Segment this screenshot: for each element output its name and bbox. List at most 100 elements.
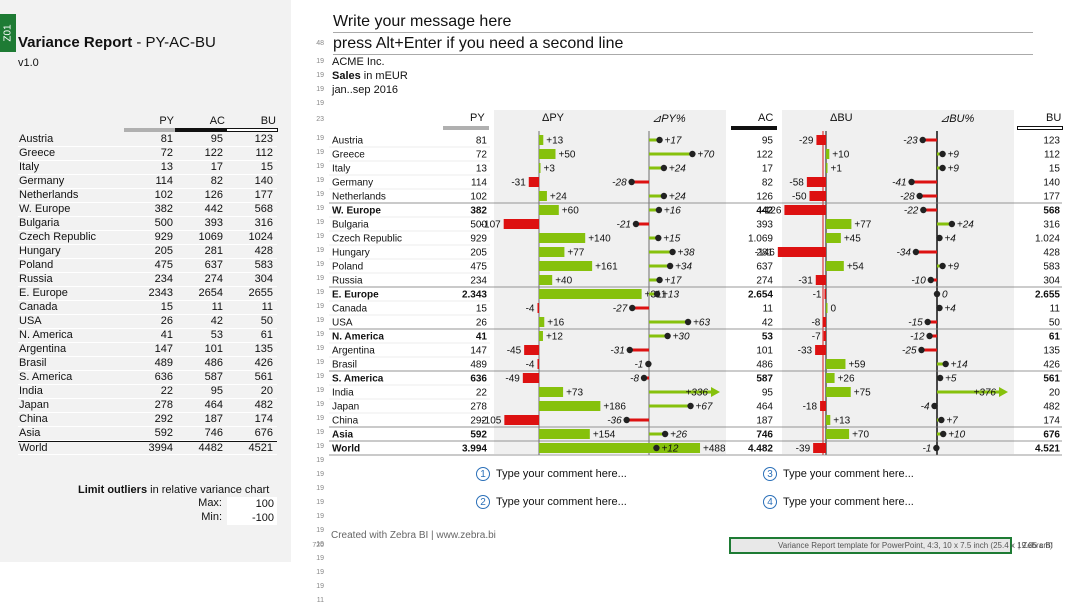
sheet-cell-name[interactable]: World [19, 442, 48, 454]
sheet-cell-value[interactable]: 126 [204, 189, 223, 201]
sheet-cell-value[interactable]: 140 [254, 175, 273, 187]
sheet-cell-name[interactable]: N. America [19, 329, 73, 341]
sheet-cell-name[interactable]: USA [19, 315, 42, 327]
sheet-cell-name[interactable]: Asia [19, 427, 41, 439]
sheet-cell-name[interactable]: Argentina [19, 343, 67, 355]
sheet-cell-value[interactable]: 3994 [148, 442, 173, 454]
sheet-cell-value[interactable]: 393 [204, 217, 223, 229]
sheet-cell-name[interactable]: Bulgaria [19, 217, 60, 229]
sheet-cell-value[interactable]: 15 [160, 301, 173, 313]
sheet-cell-value[interactable]: 2654 [198, 287, 223, 299]
sheet-cell-value[interactable]: 426 [254, 357, 273, 369]
sheet-cell-value[interactable]: 475 [154, 259, 173, 271]
comment-1[interactable]: 1 Type your comment here... [476, 467, 627, 481]
min-input[interactable]: -100 [227, 511, 277, 525]
sheet-cell-name[interactable]: Russia [19, 273, 53, 285]
sheet-cell-name[interactable]: Poland [19, 259, 54, 271]
sheet-cell-value[interactable]: 464 [204, 399, 223, 411]
sheet-cell-name[interactable]: Austria [19, 133, 54, 145]
sheet-cell-value[interactable]: 929 [154, 231, 173, 243]
sheet-cell-name[interactable]: Brasil [19, 357, 47, 369]
sheet-cell-value[interactable]: 20 [260, 385, 273, 397]
sheet-cell-value[interactable]: 568 [254, 203, 273, 215]
max-input[interactable]: 100 [227, 497, 277, 511]
sheet-cell-value[interactable]: 112 [255, 147, 273, 159]
sheet-cell-value[interactable]: 147 [154, 343, 173, 355]
sheet-cell-value[interactable]: 72 [160, 147, 173, 159]
sheet-cell-value[interactable]: 292 [154, 413, 173, 425]
sheet-cell-value[interactable]: 61 [260, 329, 273, 341]
sheet-cell-value[interactable]: 442 [204, 203, 223, 215]
sheet-cell-value[interactable]: 13 [160, 161, 173, 173]
sheet-cell-value[interactable]: 382 [154, 203, 173, 215]
sheet-cell-name[interactable]: Hungary [19, 245, 61, 257]
sheet-cell-value[interactable]: 636 [154, 371, 173, 383]
sheet-cell-name[interactable]: Canada [19, 301, 58, 313]
sheet-cell-value[interactable]: 114 [155, 175, 173, 187]
sheet-cell-value[interactable]: 274 [204, 273, 223, 285]
sheet-cell-value[interactable]: 95 [210, 385, 223, 397]
sheet-cell-value[interactable]: 82 [210, 175, 223, 187]
sheet-cell-value[interactable]: 4482 [198, 442, 223, 454]
sheet-cell-value[interactable]: 102 [154, 189, 173, 201]
sheet-cell-name[interactable]: China [19, 413, 48, 425]
sheet-cell-value[interactable]: 17 [210, 161, 223, 173]
comment-4[interactable]: 4 Type your comment here... [763, 495, 914, 509]
sheet-cell-value[interactable]: 101 [204, 343, 223, 355]
sheet-cell-value[interactable]: 15 [260, 161, 273, 173]
sheet-cell-value[interactable]: 561 [254, 371, 273, 383]
sheet-cell-value[interactable]: 11 [211, 301, 223, 313]
sheet-tab[interactable]: Z01 [0, 14, 16, 52]
sheet-cell-value[interactable]: 489 [154, 357, 173, 369]
sheet-cell-value[interactable]: 174 [254, 413, 273, 425]
sheet-cell-name[interactable]: Greece [19, 147, 56, 159]
sheet-cell-value[interactable]: 42 [210, 315, 223, 327]
sheet-cell-value[interactable]: 234 [154, 273, 173, 285]
sheet-cell-value[interactable]: 281 [204, 245, 223, 257]
comment-2[interactable]: 2 Type your comment here... [476, 495, 627, 509]
sheet-cell-value[interactable]: 41 [160, 329, 173, 341]
sheet-cell-name[interactable]: India [19, 385, 43, 397]
sheet-cell-name[interactable]: Japan [19, 399, 49, 411]
sheet-cell-value[interactable]: 22 [160, 385, 173, 397]
sheet-cell-value[interactable]: 500 [154, 217, 173, 229]
sheet-cell-value[interactable]: 122 [204, 147, 223, 159]
sheet-cell-value[interactable]: 11 [261, 301, 273, 313]
sheet-cell-value[interactable]: 95 [210, 133, 223, 145]
sheet-cell-value[interactable]: 278 [154, 399, 173, 411]
sheet-cell-value[interactable]: 486 [204, 357, 223, 369]
sheet-cell-value[interactable]: 205 [154, 245, 173, 257]
sheet-cell-name[interactable]: Italy [19, 161, 40, 173]
sheet-cell-value[interactable]: 135 [254, 343, 273, 355]
sheet-cell-value[interactable]: 1069 [198, 231, 223, 243]
sheet-cell-value[interactable]: 746 [204, 427, 223, 439]
sheet-cell-value[interactable]: 2343 [148, 287, 173, 299]
sheet-cell-value[interactable]: 26 [160, 315, 173, 327]
sheet-cell-value[interactable]: 123 [254, 133, 273, 145]
sheet-cell-name[interactable]: E. Europe [19, 287, 68, 299]
sheet-cell-name[interactable]: S. America [19, 371, 73, 383]
sheet-cell-value[interactable]: 2655 [248, 287, 273, 299]
sheet-cell-value[interactable]: 637 [204, 259, 223, 271]
sheet-cell-value[interactable]: 482 [254, 399, 273, 411]
sheet-cell-value[interactable]: 316 [254, 217, 273, 229]
sheet-cell-value[interactable]: 587 [204, 371, 223, 383]
sheet-cell-value[interactable]: 1024 [248, 231, 273, 243]
sheet-cell-value[interactable]: 53 [210, 329, 223, 341]
sheet-cell-value[interactable]: 4521 [248, 442, 273, 454]
message-box[interactable]: Write your message here press Alt+Enter … [333, 11, 1033, 55]
sheet-cell-value[interactable]: 177 [254, 189, 273, 201]
selected-note-box[interactable] [729, 537, 1012, 554]
sheet-cell-value[interactable]: 50 [260, 315, 273, 327]
sheet-cell-name[interactable]: Netherlands [19, 189, 79, 201]
sheet-cell-name[interactable]: Germany [19, 175, 65, 187]
comment-3[interactable]: 3 Type your comment here... [763, 467, 914, 481]
sheet-cell-name[interactable]: W. Europe [19, 203, 71, 215]
sheet-cell-value[interactable]: 81 [160, 133, 173, 145]
sheet-cell-value[interactable]: 304 [254, 273, 273, 285]
sheet-cell-value[interactable]: 428 [254, 245, 273, 257]
sheet-cell-value[interactable]: 592 [154, 427, 173, 439]
sheet-cell-name[interactable]: Czech Republic [19, 231, 97, 243]
sheet-cell-value[interactable]: 676 [254, 427, 273, 439]
sheet-cell-value[interactable]: 583 [254, 259, 273, 271]
